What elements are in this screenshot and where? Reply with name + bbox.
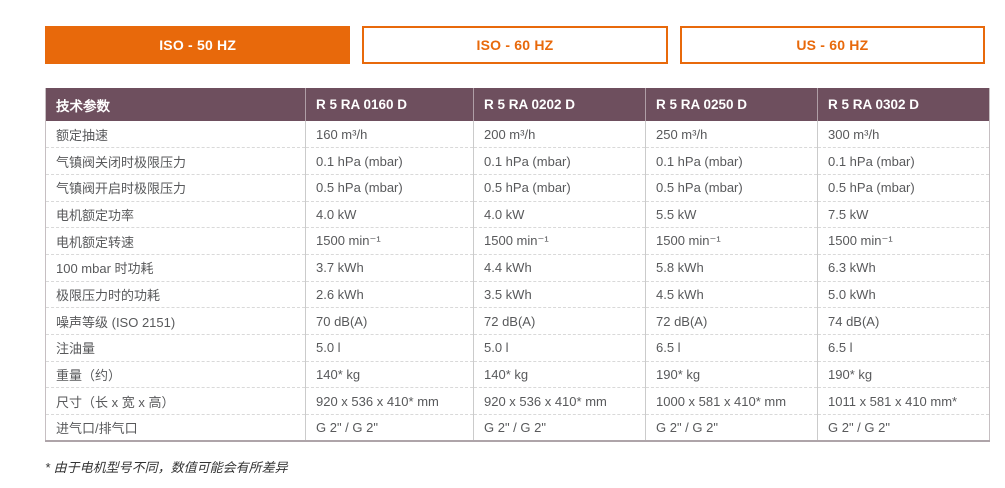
table-row: 额定抽速 160 m³/h 200 m³/h 250 m³/h 300 m³/h: [45, 121, 990, 149]
parameter-value: 5.0 kWh: [817, 281, 990, 309]
parameter-label: 气镇阀开启时极限压力: [45, 174, 306, 202]
parameter-value: 140* kg: [305, 361, 474, 389]
parameter-label: 噪声等级 (ISO 2151): [45, 307, 306, 335]
parameter-value: 6.5 l: [645, 334, 818, 362]
parameter-label: 100 mbar 时功耗: [45, 254, 306, 282]
parameter-value: G 2" / G 2": [473, 414, 646, 442]
parameter-value: 5.8 kWh: [645, 254, 818, 282]
parameter-value: 6.3 kWh: [817, 254, 990, 282]
parameter-value: 190* kg: [645, 361, 818, 389]
table-row: 极限压力时的功耗 2.6 kWh 3.5 kWh 4.5 kWh 5.0 kWh: [45, 281, 990, 309]
parameter-value: 250 m³/h: [645, 121, 818, 149]
parameter-label: 电机额定转速: [45, 227, 306, 255]
header-model-0202d: R 5 RA 0202 D: [473, 88, 646, 121]
parameter-label: 极限压力时的功耗: [45, 281, 306, 309]
parameter-label: 气镇阀关闭时极限压力: [45, 147, 306, 175]
parameter-value: G 2" / G 2": [817, 414, 990, 442]
table-row: 电机额定转速 1500 min⁻¹ 1500 min⁻¹ 1500 min⁻¹ 1500…: [45, 227, 990, 255]
parameter-value: 920 x 536 x 410* mm: [305, 387, 474, 416]
parameter-label: 进气口/排气口: [56, 421, 138, 437]
table-row: 重量（约） 140* kg 140* kg 190* kg 190* kg: [45, 361, 990, 389]
parameter-value: 5.0 l: [473, 334, 646, 362]
parameter-value: 5.5 kW: [645, 201, 818, 229]
table-row: 100 mbar 时功耗 3.7 kWh 4.4 kWh 5.8 kWh 6.3 kWh: [45, 254, 990, 282]
parameter-value: 3.7 kWh: [305, 254, 474, 282]
parameter-value: 0.5 hPa (mbar): [305, 174, 474, 202]
table-row: 尺寸（长 x 宽 x 高） 920 x 536 x 410* mm 920 x 53…: [45, 387, 990, 416]
parameter-value: 160 m³/h: [305, 121, 474, 149]
parameter-label: 尺寸（长 x 宽 x 高）: [45, 387, 306, 416]
table-row: 噪声等级 (ISO 2151) 70 dB(A) 72 dB(A) 72 dB(A) 7…: [45, 307, 990, 335]
tab-iso-50hz[interactable]: ISO - 50 HZ: [45, 26, 351, 64]
parameter-value: 1500 min⁻¹: [817, 227, 990, 255]
parameter-value: 3.5 kWh: [473, 281, 646, 309]
parameter-value: 0.5 hPa (mbar): [817, 174, 990, 202]
tab-us-60hz[interactable]: US - 60 HZ: [679, 26, 985, 64]
parameter-value: 0.1 hPa (mbar): [645, 147, 818, 175]
parameter-value: 1000 x 581 x 410* mm: [645, 387, 818, 416]
parameter-value: 1500 min⁻¹: [645, 227, 818, 255]
parameter-value: G 2" / G 2": [305, 414, 474, 442]
parameter-value: 72 dB(A): [645, 307, 818, 335]
parameter-label: 注油量: [45, 334, 306, 362]
parameter-value: 200 m³/h: [473, 121, 646, 149]
parameter-value: 6.5 l: [817, 334, 990, 362]
parameter-value: 70 dB(A): [305, 307, 474, 335]
parameter-value: 0.5 hPa (mbar): [473, 174, 646, 202]
parameter-value: 72 dB(A): [473, 307, 646, 335]
table-row: 注油量 5.0 l 5.0 l 6.5 l 6.5 l: [45, 334, 990, 362]
spec-table-body: 额定抽速 160 m³/h 200 m³/h 250 m³/h 300 m³/h 气镇阀关…: [45, 121, 990, 442]
parameter-value: 0.1 hPa (mbar): [305, 147, 474, 175]
parameter-value: 0.1 hPa (mbar): [817, 147, 990, 175]
header-row: 技术参数 R 5 RA 0160 D R 5 RA 0202 D R 5 RA …: [45, 88, 990, 121]
parameter-value: 920 x 536 x 410* mm: [473, 387, 646, 416]
frequency-tab-bar: ISO - 50 HZ ISO - 60 HZ US - 60 HZ: [45, 26, 985, 64]
table-row: 进气口/排气口 G 2" / G 2" G 2" / G 2" G 2" / G 2"…: [46, 414, 990, 442]
parameter-value: 7.5 kW: [817, 201, 990, 229]
header-model-0250d: R 5 RA 0250 D: [645, 88, 818, 121]
table-row: 电机额定功率 4.0 kW 4.0 kW 5.5 kW 7.5 kW: [45, 201, 990, 229]
parameter-value: 4.0 kW: [473, 201, 646, 229]
technical-spec-table: 技术参数 R 5 RA 0160 D R 5 RA 0202 D R 5 RA …: [45, 88, 990, 443]
parameter-value: 1500 min⁻¹: [473, 227, 646, 255]
parameter-value: 2.6 kWh: [305, 281, 474, 309]
parameter-value: 5.0 l: [305, 334, 474, 362]
parameter-value: 190* kg: [817, 361, 990, 389]
header-parameters: 技术参数: [45, 88, 306, 121]
parameter-value: G 2" / G 2": [645, 414, 818, 442]
parameter-value: 1500 min⁻¹: [305, 227, 474, 255]
parameter-label: 电机额定功率: [45, 201, 306, 229]
parameter-value: 4.4 kWh: [473, 254, 646, 282]
parameter-value: 1011 x 581 x 410 mm*: [817, 387, 990, 416]
parameter-value: 300 m³/h: [817, 121, 990, 149]
parameter-value: 4.5 kWh: [645, 281, 818, 309]
header-model-0302d: R 5 RA 0302 D: [817, 88, 990, 121]
footnote: * 由于电机型号不同，数值可能会有所差异: [45, 460, 288, 476]
parameter-value: 74 dB(A): [817, 307, 990, 335]
parameter-label: 额定抽速: [45, 121, 306, 149]
parameter-value: 140* kg: [473, 361, 646, 389]
parameter-value: 0.5 hPa (mbar): [645, 174, 818, 202]
spec-table-head: 技术参数 R 5 RA 0160 D R 5 RA 0202 D R 5 RA …: [45, 88, 990, 121]
page: ISO - 50 HZ ISO - 60 HZ US - 60 HZ 技术参数 …: [45, 26, 990, 476]
tab-iso-60hz[interactable]: ISO - 60 HZ: [362, 26, 668, 64]
table-row: 气镇阀开启时极限压力 0.5 hPa (mbar) 0.5 hPa (mbar) 0.…: [45, 174, 990, 202]
parameter-value: 4.0 kW: [305, 201, 474, 229]
header-model-0160d: R 5 RA 0160 D: [305, 88, 474, 121]
table-row: 气镇阀关闭时极限压力 0.1 hPa (mbar) 0.1 hPa (mbar) 0.…: [45, 147, 990, 175]
parameter-label: 重量（约）: [45, 361, 306, 389]
parameter-value: 0.1 hPa (mbar): [473, 147, 646, 175]
